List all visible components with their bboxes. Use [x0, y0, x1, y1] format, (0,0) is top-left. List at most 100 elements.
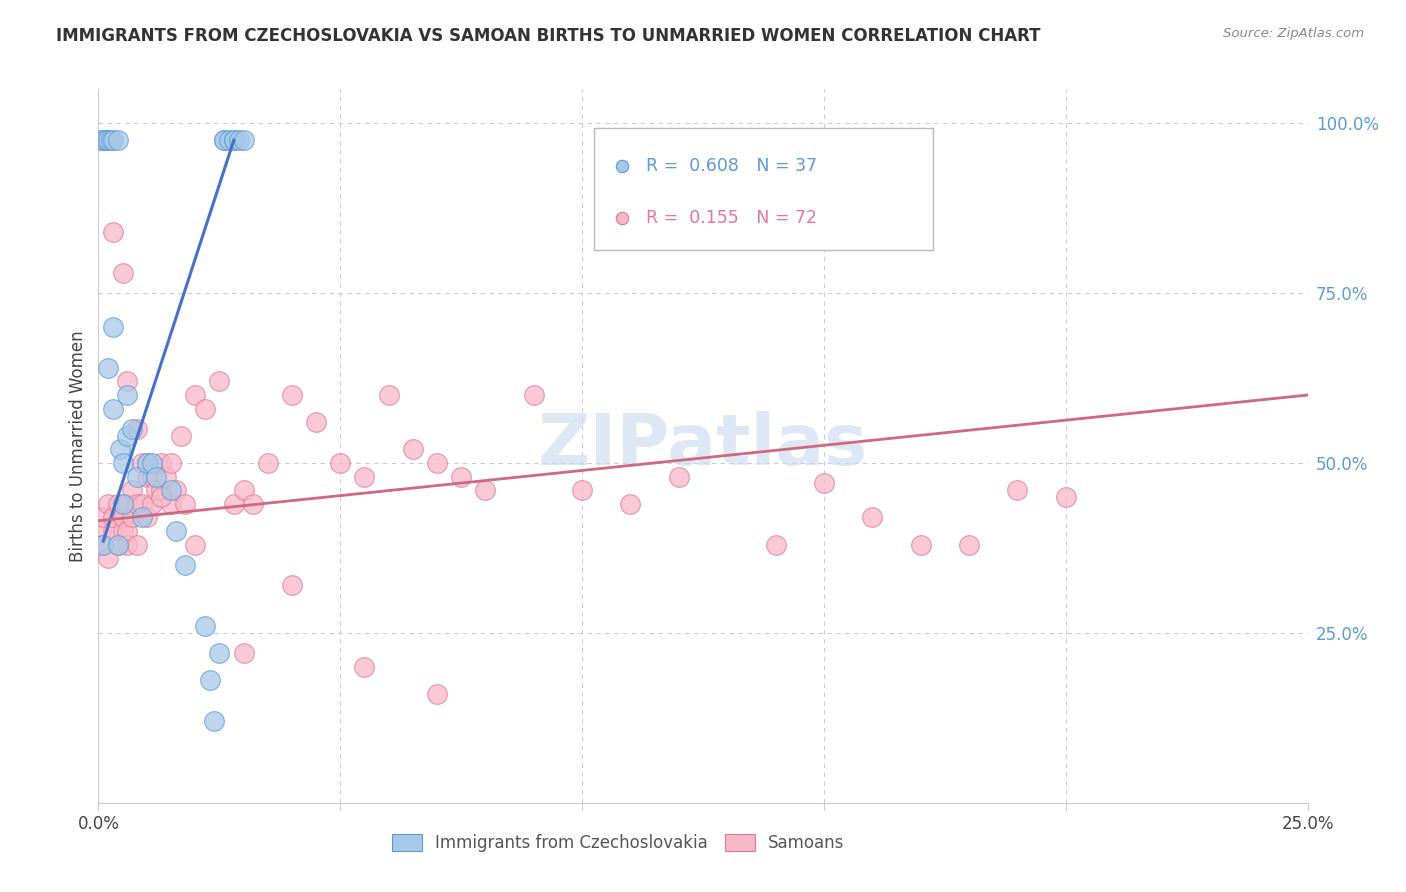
Point: [571, 483, 593, 498]
Point: [97, 497, 120, 511]
Point: [107, 497, 129, 511]
Point: [111, 266, 134, 280]
Point: [117, 524, 139, 538]
Point: [90, 524, 112, 538]
Point: [90, 133, 112, 147]
Point: [145, 483, 167, 498]
Point: [107, 537, 129, 551]
Point: [135, 469, 157, 483]
Point: [242, 497, 264, 511]
Y-axis label: Births to Unmarried Women: Births to Unmarried Women: [69, 330, 87, 562]
Point: [141, 469, 163, 483]
Point: [160, 483, 183, 498]
Point: [108, 442, 131, 457]
Point: [97, 360, 120, 375]
Point: [111, 524, 134, 538]
Point: [111, 456, 134, 470]
Point: [619, 497, 641, 511]
Point: [127, 469, 149, 483]
Point: [218, 133, 240, 147]
Point: [91, 133, 114, 147]
Point: [222, 133, 245, 147]
Point: [198, 673, 221, 688]
Point: [127, 537, 149, 551]
Point: [150, 490, 173, 504]
Point: [127, 497, 149, 511]
Text: ZIPatlas: ZIPatlas: [538, 411, 868, 481]
Point: [121, 422, 143, 436]
Point: [117, 375, 139, 389]
Point: [208, 646, 231, 660]
Point: [957, 537, 980, 551]
Point: [91, 510, 114, 524]
Point: [426, 687, 449, 701]
Point: [101, 320, 124, 334]
Point: [194, 619, 217, 633]
Point: [141, 497, 163, 511]
Point: [107, 133, 129, 147]
Text: R =  0.155  N = 72: R = 0.155 N = 72: [647, 209, 817, 227]
Point: [232, 133, 254, 147]
Point: [131, 456, 153, 470]
Point: [150, 483, 173, 498]
Point: [212, 133, 235, 147]
Point: [174, 558, 197, 572]
Legend: Immigrants from Czechoslovakia, Samoans: Immigrants from Czechoslovakia, Samoans: [385, 827, 851, 859]
Point: [184, 537, 207, 551]
Point: [101, 225, 124, 239]
Point: [111, 510, 134, 524]
Point: [402, 442, 425, 457]
Point: [127, 422, 149, 436]
Point: [150, 456, 173, 470]
Point: [117, 497, 139, 511]
Point: [228, 133, 250, 147]
Point: [111, 497, 134, 511]
Text: IMMIGRANTS FROM CZECHOSLOVAKIA VS SAMOAN BIRTHS TO UNMARRIED WOMEN CORRELATION C: IMMIGRANTS FROM CZECHOSLOVAKIA VS SAMOAN…: [56, 27, 1040, 45]
Point: [101, 510, 124, 524]
Point: [97, 551, 120, 566]
Point: [256, 456, 278, 470]
Point: [145, 469, 167, 483]
Point: [135, 456, 157, 470]
Point: [426, 456, 449, 470]
Point: [117, 537, 139, 551]
Point: [474, 483, 496, 498]
Point: [208, 375, 231, 389]
Point: [94, 133, 117, 147]
Point: [135, 456, 157, 470]
Point: [141, 456, 163, 470]
Point: [232, 646, 254, 660]
Point: [155, 469, 177, 483]
Point: [668, 469, 690, 483]
Point: [101, 401, 124, 416]
Point: [107, 537, 129, 551]
Text: R =  0.608  N = 37: R = 0.608 N = 37: [647, 157, 817, 175]
Point: [281, 388, 304, 402]
Point: [353, 469, 375, 483]
Point: [377, 388, 399, 402]
Point: [860, 510, 883, 524]
Point: [117, 388, 139, 402]
Point: [131, 497, 153, 511]
Point: [910, 537, 932, 551]
Point: [135, 510, 157, 524]
FancyBboxPatch shape: [595, 128, 932, 250]
Point: [101, 524, 124, 538]
Point: [450, 469, 472, 483]
Point: [100, 133, 122, 147]
Point: [813, 476, 835, 491]
Point: [131, 510, 153, 524]
Point: [212, 133, 235, 147]
Point: [222, 133, 245, 147]
Point: [160, 456, 183, 470]
Point: [232, 483, 254, 498]
Point: [1054, 490, 1077, 504]
Point: [165, 483, 187, 498]
Point: [329, 456, 352, 470]
Point: [165, 524, 187, 538]
Point: [222, 497, 245, 511]
Point: [1007, 483, 1029, 498]
Point: [305, 415, 328, 429]
Point: [523, 388, 546, 402]
Point: [94, 133, 117, 147]
